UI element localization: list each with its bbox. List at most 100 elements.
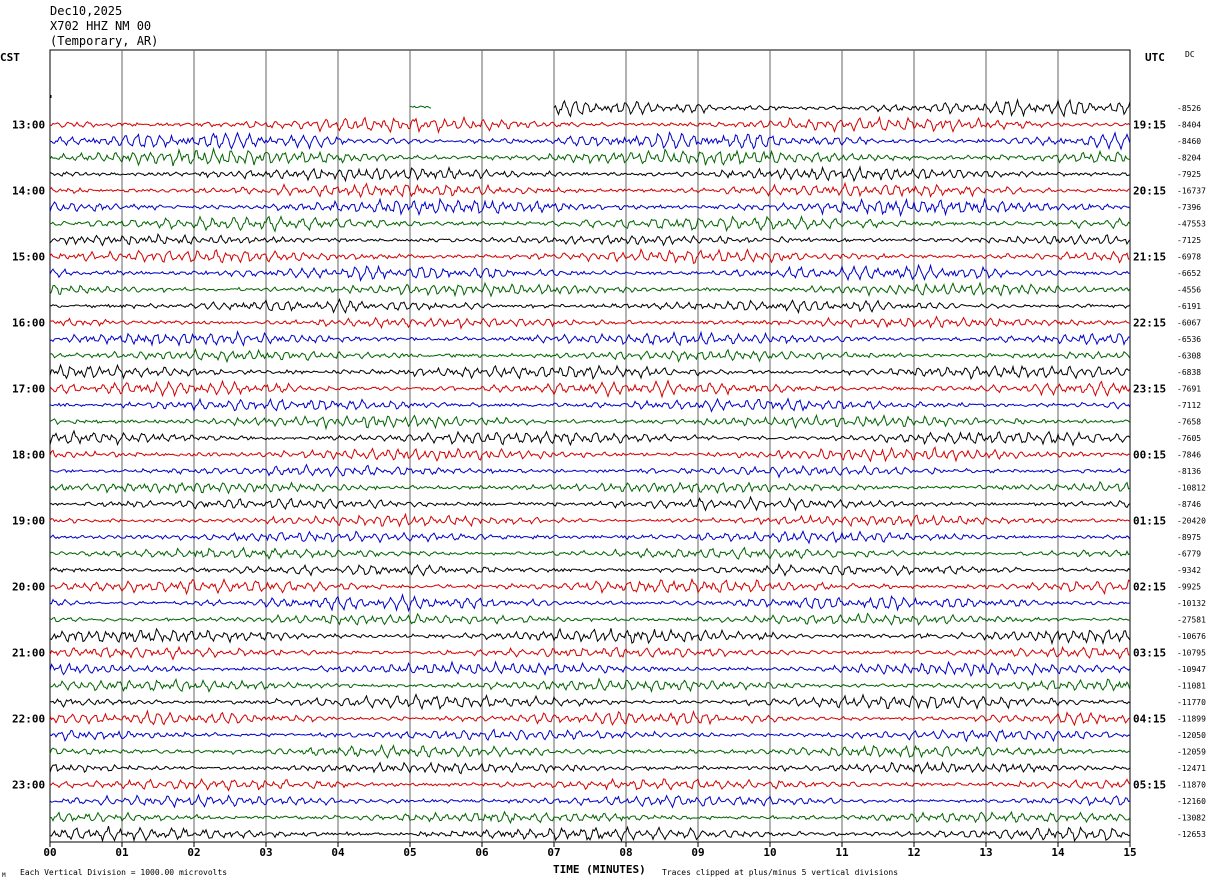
trace-offset-label: -11899 <box>1177 715 1206 724</box>
seismic-trace <box>49 677 1131 693</box>
right-hour-label: 22:15 <box>1133 317 1166 330</box>
trace-offset-label: -8404 <box>1177 121 1201 130</box>
left-hour-label: 16:00 <box>12 317 45 330</box>
right-hour-label: 23:15 <box>1133 383 1166 396</box>
left-hour-label: 22:00 <box>12 713 45 726</box>
x-tick-label: 09 <box>691 846 704 859</box>
trace-offset-label: -10812 <box>1177 484 1206 493</box>
left-hour-label: 14:00 <box>12 185 45 198</box>
trace-offset-label: -8136 <box>1177 467 1201 476</box>
x-tick-label: 05 <box>403 846 416 859</box>
seismic-trace <box>49 413 1131 431</box>
trace-offset-label: -6652 <box>1177 269 1201 278</box>
left-hour-label: 23:00 <box>12 779 45 792</box>
seismic-trace <box>49 495 1131 512</box>
seismic-trace <box>49 197 1131 218</box>
dc-label: DC <box>1185 50 1195 59</box>
left-hour-label: 15:00 <box>12 251 45 264</box>
trace-offset-label: -6779 <box>1177 550 1201 559</box>
trace-offset-label: -12059 <box>1177 748 1206 757</box>
x-tick-label: 04 <box>331 846 345 859</box>
seismic-trace <box>49 232 1131 247</box>
seismic-trace <box>49 181 1131 199</box>
trace-offset-label: -12160 <box>1177 797 1206 806</box>
trace-offset-label: -11870 <box>1177 781 1206 790</box>
right-hour-label: 05:15 <box>1133 779 1166 792</box>
trace-offset-label: -8975 <box>1177 533 1201 542</box>
trace-offset-label: -7925 <box>1177 170 1201 179</box>
trace-offset-label: -7605 <box>1177 434 1201 443</box>
right-hour-label: 21:15 <box>1133 251 1166 264</box>
left-hour-label: 20:00 <box>12 581 45 594</box>
trace-offset-label: -6838 <box>1177 368 1201 377</box>
right-hour-label: 02:15 <box>1133 581 1166 594</box>
seismic-trace <box>49 728 1131 743</box>
trace-offset-label: -9925 <box>1177 583 1201 592</box>
x-tick-label: 15 <box>1123 846 1136 859</box>
trace-offset-label: -7691 <box>1177 385 1201 394</box>
right-hour-label: 04:15 <box>1133 713 1166 726</box>
trace-offset-label: -11081 <box>1177 682 1206 691</box>
trace-offset-label: -20420 <box>1177 517 1206 526</box>
seismic-trace <box>49 480 1131 495</box>
left-hour-label: 19:00 <box>12 515 45 528</box>
left-hour-label: 18:00 <box>12 449 45 462</box>
right-hour-label: 01:15 <box>1133 515 1166 528</box>
seismic-trace <box>49 248 1131 264</box>
x-tick-label: 00 <box>43 846 56 859</box>
seismic-trace <box>49 281 1131 298</box>
x-tick-label: 12 <box>907 846 920 859</box>
seismic-trace <box>49 577 1131 596</box>
trace-offset-label: -12471 <box>1177 764 1206 773</box>
trace-offset-label: -8460 <box>1177 137 1201 146</box>
seismic-trace <box>49 429 1131 447</box>
seismic-trace <box>49 379 1131 399</box>
x-tick-label: 02 <box>187 846 200 859</box>
trace-offset-label: -8526 <box>1177 104 1201 113</box>
seismic-trace <box>49 347 1131 364</box>
trace-offset-label: -12050 <box>1177 731 1206 740</box>
seismic-trace <box>49 214 1131 233</box>
right-hour-label: 00:15 <box>1133 449 1166 462</box>
seismic-trace <box>49 645 1131 661</box>
right-hour-label: 20:15 <box>1133 185 1166 198</box>
seismic-trace <box>49 512 1131 528</box>
trace-offset-label: -8204 <box>1177 154 1201 163</box>
x-tick-label: 03 <box>259 846 272 859</box>
trace-offset-label: -10132 <box>1177 599 1206 608</box>
seismic-trace <box>49 612 1131 626</box>
trace-offset-label: -10947 <box>1177 665 1206 674</box>
trace-offset-label: -8746 <box>1177 500 1201 509</box>
header-date: Dec10,2025 <box>50 4 123 18</box>
x-tick-label: 07 <box>547 846 560 859</box>
seismic-trace <box>49 562 1131 577</box>
seismic-trace <box>49 263 1130 282</box>
trace-offset-label: -7396 <box>1177 203 1201 212</box>
seismic-trace <box>49 693 1131 711</box>
trace-offset-label: -7112 <box>1177 401 1201 410</box>
trace-offset-label: -12653 <box>1177 830 1206 839</box>
x-axis-title: TIME (MINUTES) <box>553 863 646 876</box>
seismic-trace <box>49 825 1131 843</box>
plot-frame <box>49 49 1131 843</box>
seismic-trace <box>49 165 1131 183</box>
x-tick-label: 06 <box>475 846 489 859</box>
x-tick-label: 13 <box>979 846 992 859</box>
seismic-trace <box>49 709 1131 727</box>
trace-offset-label: -7846 <box>1177 451 1201 460</box>
x-tick-label: 08 <box>619 846 632 859</box>
seismic-trace <box>49 627 1131 646</box>
trace-offset-label: -27581 <box>1177 616 1206 625</box>
trace-offset-label: -10676 <box>1177 632 1206 641</box>
seismic-trace <box>49 146 1131 167</box>
x-tick-label: 10 <box>763 846 776 859</box>
seismic-trace <box>49 446 1131 463</box>
seismic-trace <box>49 130 1131 151</box>
trace-offset-label: -7125 <box>1177 236 1201 245</box>
trace-offset-label: -10795 <box>1177 649 1206 658</box>
clip-note: Traces clipped at plus/minus 5 vertical … <box>662 868 899 877</box>
trace-offset-label: -4556 <box>1177 286 1201 295</box>
trace-offset-label: -47553 <box>1177 220 1206 229</box>
trace-offset-label: -16737 <box>1177 187 1206 196</box>
seismic-trace <box>49 777 1131 792</box>
